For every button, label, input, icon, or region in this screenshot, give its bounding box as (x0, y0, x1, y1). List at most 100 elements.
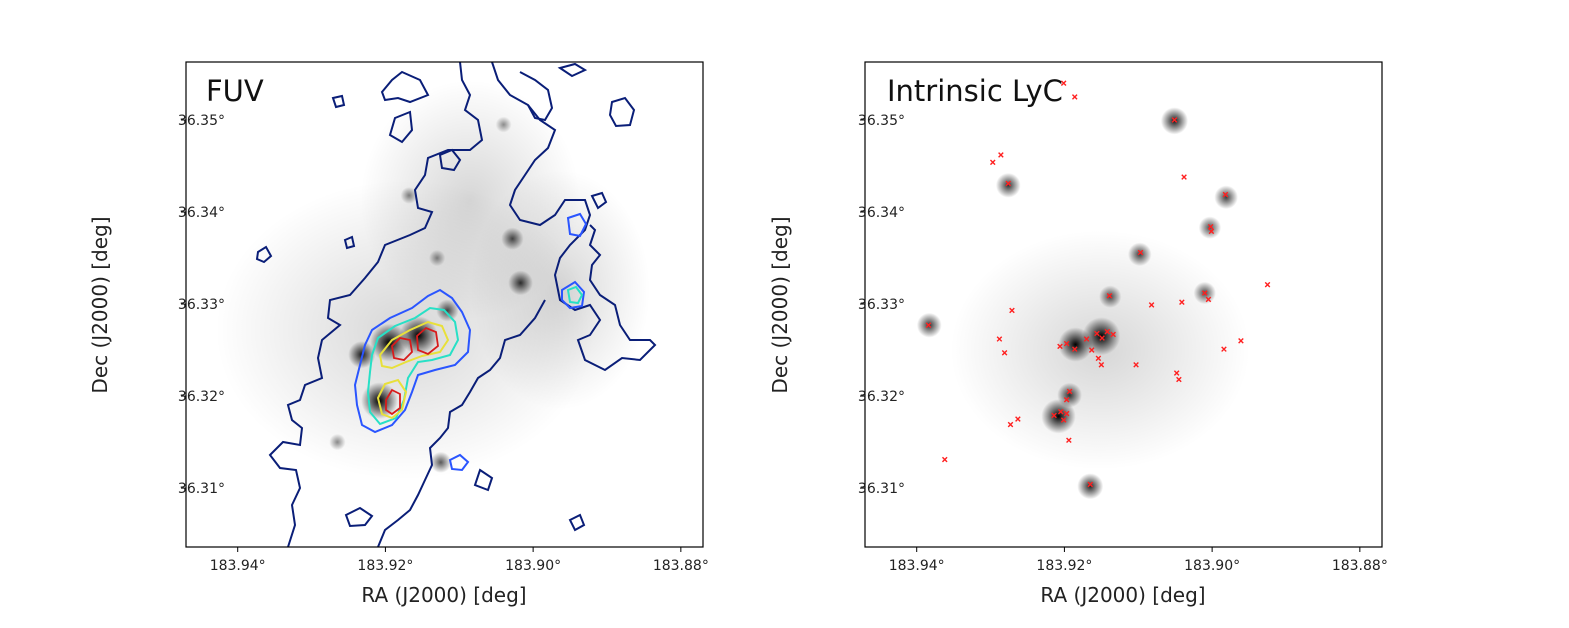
lyc-point-marker (1181, 174, 1187, 180)
lyc-point-marker (1222, 191, 1229, 198)
fuv-image (215, 62, 657, 547)
lyc-point-marker (1001, 350, 1008, 356)
fuv-blue-contour (353, 288, 472, 434)
fuv-blue-contour (448, 453, 470, 472)
lyc-point-marker (1063, 410, 1070, 417)
fuv-cyan-contours (366, 285, 584, 426)
fuv-x-tick-label: 183.88° (653, 558, 709, 574)
lyc-source-blob (1214, 185, 1238, 210)
fuv-y-tick-label: 36.32° (178, 389, 225, 405)
lyc-y-axis-label: Dec (J2000) [deg] (768, 216, 792, 393)
fuv-outer-contour (388, 110, 414, 144)
lyc-point-marker (1133, 361, 1139, 368)
lyc-point-marker (1106, 292, 1113, 299)
lyc-source-blob (1127, 242, 1152, 267)
fuv-red-contour (391, 337, 413, 361)
lyc-y-tick-label: 36.33° (858, 297, 905, 313)
lyc-y-tick-label: 36.35° (858, 113, 905, 129)
fuv-panel-title: FUV (206, 74, 264, 108)
lyc-point-marker (1137, 249, 1144, 256)
lyc-source-blob (995, 172, 1021, 198)
fuv-outer-contour (268, 62, 484, 547)
fuv-blue-contour (566, 212, 588, 238)
lyc-x-ticks: 183.94° 183.92° 183.90° 183.88° (889, 547, 1388, 574)
fuv-y-axis-label: Dec (J2000) [deg] (88, 216, 112, 393)
fuv-outer-contour (255, 245, 273, 264)
fuv-outer-contour (380, 70, 430, 104)
lyc-point-marker (1238, 338, 1244, 344)
lyc-point-marker (1208, 228, 1215, 235)
fuv-outer-contour (491, 62, 657, 372)
lyc-x-tick-label: 183.90° (1184, 558, 1240, 574)
fuv-source-blob (329, 433, 346, 451)
lyc-point-marker (1207, 223, 1214, 230)
fuv-outer-contour (331, 94, 346, 109)
fuv-x-tick-label: 183.94° (210, 558, 266, 574)
lyc-y-ticks: 36.31° 36.32° 36.33° 36.34° 36.35° (858, 113, 905, 497)
fuv-source-blob (436, 299, 459, 322)
lyc-source-blob (1041, 399, 1076, 434)
lyc-point-marker (998, 152, 1004, 158)
fuv-x-ticks: 183.94° 183.92° 183.90° 183.88° (210, 547, 709, 574)
fuv-panel: FUV 183.94° 183.92° 183.90° 183.88° 36.31°3… (88, 61, 709, 607)
lyc-point-marker (1173, 370, 1180, 376)
fuv-yellow-contour (378, 320, 450, 370)
lyc-point-marker (1060, 80, 1067, 86)
lyc-x-tick-label: 183.88° (1332, 558, 1388, 574)
lyc-point-marker (1015, 416, 1021, 422)
fuv-x-axis-label: RA (J2000) [deg] (361, 583, 526, 607)
lyc-point-marker (1057, 408, 1064, 415)
fuv-source-blob (501, 227, 524, 250)
fuv-y-tick-label: 36.34° (178, 205, 225, 221)
lyc-markers (925, 80, 1271, 488)
lyc-point-marker (1005, 180, 1012, 187)
lyc-point-marker (1057, 343, 1063, 350)
lyc-source-blob (1057, 382, 1082, 408)
lyc-point-marker (1176, 376, 1182, 383)
fuv-outer-contour (473, 468, 494, 492)
fuv-source-blob (495, 116, 512, 133)
fuv-source-blob (508, 270, 533, 296)
lyc-point-marker (1264, 281, 1271, 288)
lyc-x-axis-label: RA (J2000) [deg] (1040, 583, 1205, 607)
fuv-outer-contour (377, 299, 546, 547)
fuv-outer-contour (438, 148, 462, 172)
lyc-point-marker (1148, 302, 1155, 308)
lyc-point-marker (1060, 417, 1067, 423)
fuv-red-contour (416, 326, 439, 356)
fuv-outer-contour (557, 62, 588, 78)
lyc-point-marker (1179, 299, 1185, 305)
lyc-point-marker (1201, 290, 1208, 296)
lyc-image (916, 80, 1271, 500)
lyc-point-marker (1051, 412, 1057, 419)
lyc-point-marker (1205, 296, 1212, 303)
lyc-point-marker (1071, 346, 1078, 352)
lyc-x-tick-label: 183.92° (1036, 558, 1092, 574)
lyc-point-marker (1063, 396, 1070, 403)
fuv-outer-contour (590, 191, 608, 210)
fuv-outer-contour (343, 235, 356, 250)
fuv-source-blob (400, 187, 418, 204)
lyc-source-blob (1058, 327, 1093, 362)
lyc-point-marker (996, 336, 1003, 342)
lyc-point-marker (925, 322, 932, 329)
lyc-point-marker (1071, 94, 1078, 100)
lyc-point-marker (1095, 355, 1102, 362)
lyc-point-marker (1066, 388, 1073, 395)
fuv-blue-contours (353, 212, 588, 472)
lyc-point-marker (1104, 328, 1111, 335)
lyc-point-marker (1063, 340, 1070, 347)
fuv-cyan-contour (366, 306, 460, 426)
lyc-panel-title: Intrinsic LyC (887, 74, 1063, 108)
lyc-point-marker (1094, 330, 1100, 337)
lyc-panel: Intrinsic LyC 183.94° 183.92° 183.90° 183.8… (768, 61, 1388, 607)
lyc-point-marker (1099, 335, 1105, 341)
lyc-point-marker (1221, 346, 1227, 352)
fuv-y-tick-label: 36.35° (178, 113, 225, 129)
lyc-point-marker (1083, 336, 1090, 342)
lyc-y-tick-label: 36.32° (858, 389, 905, 405)
fuv-sources (329, 116, 533, 473)
fuv-y-ticks: 36.31° 36.32° 36.33° 36.34° 36.35° (178, 113, 225, 497)
lyc-source-blob (1077, 473, 1104, 500)
